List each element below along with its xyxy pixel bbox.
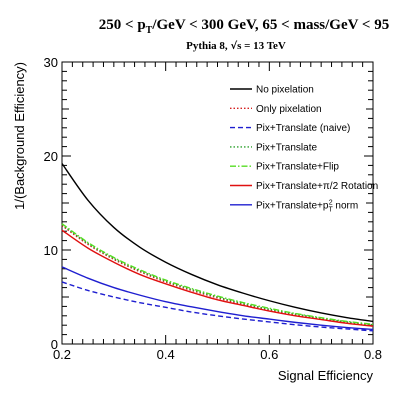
axis-tick-labels: 0.2 0.4 0.6 0.8 0 10 20 30 <box>44 55 383 362</box>
series-curves <box>61 163 374 332</box>
y-tick-label: 10 <box>44 243 58 258</box>
legend-label-0: No pixelation <box>256 85 314 96</box>
series-line-2 <box>61 281 374 332</box>
y-tick-label: 20 <box>44 149 58 164</box>
y-tick-label: 30 <box>44 55 58 70</box>
y-tick-label: 0 <box>51 337 58 352</box>
legend-label-1: Only pixelation <box>256 104 322 115</box>
x-tick-label: 0.8 <box>364 347 382 362</box>
chart-subtitle: Pythia 8, √s = 13 TeV <box>186 40 286 52</box>
series-line-1 <box>61 224 374 326</box>
x-axis-label: Signal Efficiency <box>278 368 374 383</box>
x-tick-label: 0.6 <box>260 347 278 362</box>
legend-label-2: Pix+Translate (naive) <box>256 123 350 134</box>
series-line-3 <box>61 224 374 326</box>
axis-ticks <box>61 61 374 345</box>
series-line-5 <box>61 229 374 327</box>
series-line-4 <box>61 223 374 325</box>
x-tick-label: 0.2 <box>53 347 71 362</box>
y-axis-label: 1/(Background Efficiency) <box>12 62 27 210</box>
title-subscript: T <box>146 25 153 36</box>
legend: No pixelation Only pixelation Pix+Translat… <box>230 85 378 213</box>
chart-title: 250 < pT/GeV < 300 GeV, 65 < mass/GeV < … <box>99 17 389 36</box>
legend-label-5: Pix+Translate+π/2 Rotation <box>256 181 378 192</box>
legend-label-4: Pix+Translate+Flip <box>256 162 339 173</box>
x-tick-label: 0.4 <box>157 347 175 362</box>
series-line-0 <box>61 163 374 323</box>
series-line-6 <box>61 266 374 331</box>
legend-label-3: Pix+Translate <box>256 142 317 153</box>
legend-label-6: Pix+Translate+pT2 norm <box>256 199 358 213</box>
